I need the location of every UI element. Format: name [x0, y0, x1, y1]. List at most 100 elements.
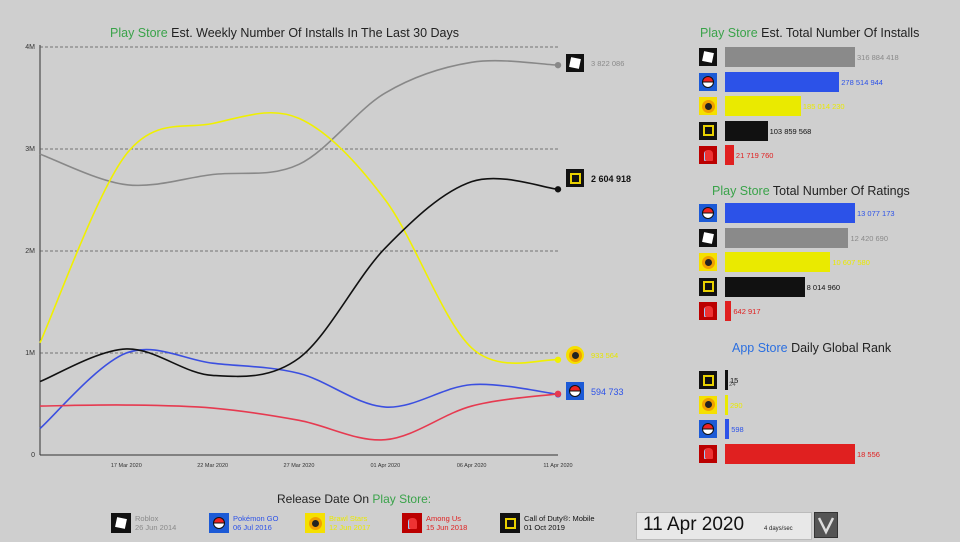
bar-among-us [725, 443, 855, 464]
legend-app-name: Call of Duty®: Mobile [524, 514, 595, 523]
bar-value-among-us: 21 719 760 [735, 151, 774, 160]
call-of-duty-mobile-icon [699, 371, 717, 389]
x-tick-label: 11 Apr 2020 [543, 463, 572, 469]
bar-value-among-us: 18 556 [857, 449, 880, 459]
legend-pok-mon-go-icon [209, 513, 229, 533]
bar-call-of-duty-mobile [725, 276, 805, 297]
bar-brawl-stars [725, 394, 728, 415]
bar-value-pok-mon-go: 13 077 173 [857, 209, 895, 218]
legend-release-date: 01 Oct 2019 [524, 523, 565, 532]
x-tick-label: 06 Apr 2020 [457, 463, 487, 469]
series-line-roblox [39, 59, 559, 187]
ratings-panel-title: Play Store Total Number Of Ratings [712, 184, 910, 198]
legend-app-name: Pokémon GO [233, 514, 279, 523]
bar-value-pok-mon-go: 598 [731, 425, 744, 434]
bar-value-among-us: 642 917 [733, 307, 761, 316]
bar-value-brawl-stars: 10 607 580 [832, 258, 870, 267]
among-us-icon [699, 444, 717, 463]
series-line-among-us [39, 393, 559, 441]
legend-item-brawl-stars: Brawl Stars 12 Jun 2017 [329, 514, 370, 532]
legend-release-date: 15 Jun 2018 [426, 523, 468, 532]
series-line-call-of-duty-mobile [39, 177, 559, 383]
legend-among-us-icon [402, 513, 422, 533]
legend-title: Release Date On Play Store: [277, 492, 432, 506]
brawl-stars-icon [699, 395, 717, 414]
y-tick-label: 1M [25, 350, 35, 357]
series-end-point-brawl-stars [554, 356, 562, 363]
legend-release-date: 06 Jul 2016 [233, 523, 272, 532]
brawl-stars-icon [699, 253, 717, 271]
y-tick-label: 3M [25, 146, 35, 153]
bar-value-pok-mon-go: 278 514 944 [841, 77, 883, 87]
bar-brawl-stars [725, 96, 801, 116]
brawl-stars-icon [699, 97, 717, 115]
brawl-stars-icon [566, 346, 584, 364]
playback-speed: 4 days/sec [764, 526, 793, 532]
bar-pok-mon-go [725, 203, 855, 223]
cod-end-label: 2 604 918 [591, 174, 632, 184]
x-tick-label: 17 Mar 2020 [111, 463, 142, 469]
bar-among-us [725, 301, 732, 321]
bar-among-us [725, 145, 734, 165]
legend-app-name: Roblox [135, 514, 159, 523]
legend-item-among-us: Among Us 15 Jun 2018 [426, 514, 467, 532]
among-us-icon [699, 146, 717, 164]
bar-call-of-duty-mobile [725, 370, 728, 390]
roblox-icon [699, 48, 717, 66]
legend-release-date: 26 Jun 2014 [135, 523, 177, 532]
cod-rank-previous: 24 [729, 382, 736, 388]
bar-pok-mon-go [725, 419, 730, 439]
x-tick-label: 22 Mar 2020 [197, 463, 228, 469]
bar-roblox [725, 227, 849, 248]
x-tick-label: 01 Apr 2020 [370, 463, 400, 469]
legend-release-date: 12 Jun 2017 [329, 523, 371, 532]
legend-item-call-of-duty-mobile: Call of Duty®: Mobile 01 Oct 2019 [524, 514, 595, 532]
legend-call-of-duty-mobile-icon [500, 513, 520, 533]
series-end-point-roblox [554, 61, 562, 69]
bar-value-brawl-stars: 185 014 230 [802, 102, 845, 111]
y-tick-label: 2M [25, 248, 35, 255]
legend-brawl-stars-icon [305, 513, 325, 533]
among-us-icon [699, 302, 717, 320]
pok-mon-go-icon [699, 420, 717, 438]
x-tick-label: 27 Mar 2020 [284, 463, 315, 469]
legend-app-name: Among Us [426, 514, 462, 523]
pok-mon-go-icon [699, 204, 717, 222]
series-line-brawl-stars [39, 111, 559, 364]
pokemon-go-icon [566, 382, 584, 400]
bar-value-brawl-stars: 290 [730, 400, 743, 410]
logo-icon [814, 512, 838, 538]
call-of-duty-mobile-icon [699, 277, 717, 296]
bar-value-roblox: 316 884 418 [857, 53, 899, 62]
poke-end-label: 594 733 [591, 387, 624, 397]
y-tick-label: 0 [31, 452, 35, 459]
line-chart-title: Play Store Est. Weekly Number Of Install… [110, 26, 460, 40]
bar-roblox [725, 47, 855, 67]
call-of-duty-mobile-icon [699, 121, 717, 140]
y-tick-label: 4M [25, 44, 35, 51]
series-line-pok-mon-go [39, 348, 559, 430]
bar-pok-mon-go [725, 71, 840, 92]
rank-panel-title: App Store Daily Global Rank [732, 341, 892, 355]
roblox-end-label: 3 822 086 [591, 59, 625, 68]
series-end-point-call-of-duty-mobile [554, 186, 562, 193]
legend-item-pok-mon-go: Pokémon GO 06 Jul 2016 [233, 514, 278, 532]
bar-value-call-of-duty-mobile: 8 014 960 [806, 282, 841, 292]
legend-roblox-icon [111, 513, 131, 533]
bar-brawl-stars [725, 252, 831, 272]
legend-item-roblox: Roblox 26 Jun 2014 [135, 514, 176, 532]
bar-value-call-of-duty-mobile: 103 859 568 [769, 126, 812, 136]
series-end-point-among-us [554, 390, 562, 397]
pok-mon-go-icon [699, 72, 717, 91]
roblox-icon [699, 228, 717, 247]
installs-panel-title: Play Store Est. Total Number Of Installs [700, 26, 920, 40]
roblox-icon [566, 54, 584, 72]
brawl-end-label: 933 564 [591, 351, 619, 360]
bar-value-roblox: 12 420 690 [850, 233, 889, 243]
bar-call-of-duty-mobile [725, 120, 768, 141]
cod-icon [566, 169, 584, 187]
date-display [636, 512, 812, 540]
bar-value-call-of-duty-mobile: 15 [730, 376, 739, 385]
current-date: 11 Apr 2020 [643, 514, 745, 535]
